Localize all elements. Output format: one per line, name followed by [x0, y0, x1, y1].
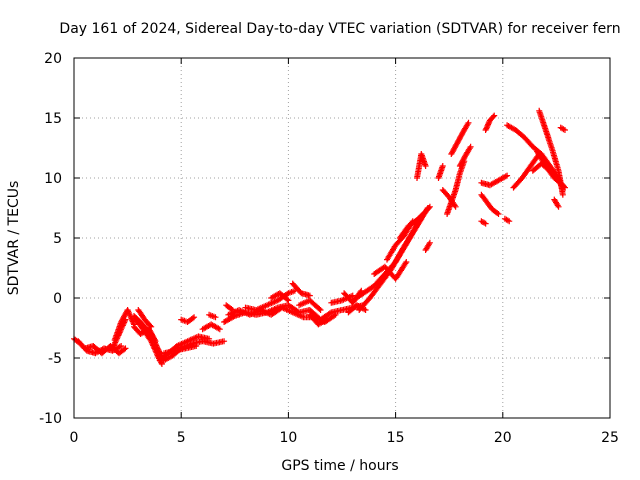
data-point-markers	[296, 297, 324, 313]
data-track	[456, 143, 474, 169]
x-tick-label: 0	[70, 430, 79, 446]
y-tick-label: 15	[44, 111, 62, 127]
data-track	[439, 187, 459, 210]
data-point-markers	[510, 151, 543, 191]
x-tick-label: 5	[177, 430, 186, 446]
y-tick-label: -5	[48, 351, 62, 367]
x-tick-label: 25	[601, 430, 619, 446]
data-point-markers	[439, 187, 459, 210]
data-point-markers	[501, 215, 513, 225]
data-track	[306, 311, 330, 328]
x-tick-label: 20	[494, 430, 512, 446]
data-track	[289, 280, 313, 299]
data-point-markers	[178, 314, 198, 325]
data-point-markers	[551, 196, 562, 210]
y-axis-label: SDTVAR / TECUs	[6, 181, 22, 296]
data-track	[384, 218, 416, 263]
data-track	[135, 307, 155, 330]
data-point-markers	[456, 143, 474, 169]
data-track	[371, 259, 410, 282]
data-point-markers	[435, 163, 446, 181]
data-track	[414, 151, 429, 181]
data-track	[482, 112, 498, 133]
data-point-markers	[478, 172, 511, 189]
data-track	[435, 163, 446, 181]
y-tick-label: 0	[53, 291, 62, 307]
data-track	[557, 124, 568, 133]
data-track	[131, 323, 159, 345]
data-point-markers	[422, 239, 433, 253]
data-track	[448, 119, 472, 157]
data-point-markers	[557, 124, 568, 133]
data-track	[268, 290, 292, 304]
data-track	[199, 321, 223, 333]
y-tick-label: 10	[44, 171, 62, 187]
data-point-markers	[306, 311, 330, 328]
y-tick-label: -10	[39, 411, 62, 427]
data-point-markers	[135, 307, 155, 330]
data-point-markers	[75, 338, 129, 357]
data-track	[551, 196, 562, 210]
data-track	[75, 338, 129, 357]
data-point-markers	[384, 218, 416, 263]
data-point-markers	[289, 280, 313, 299]
data-track	[529, 160, 568, 191]
data-point-markers	[478, 218, 489, 227]
x-tick-label: 15	[387, 430, 405, 446]
grid-lines	[74, 58, 610, 418]
data-point-markers	[478, 191, 502, 217]
data-track	[422, 239, 433, 253]
data-track	[296, 297, 324, 313]
data-track	[510, 151, 543, 191]
x-tick-label: 10	[279, 430, 297, 446]
data-points	[71, 107, 568, 367]
data-track	[501, 215, 513, 225]
data-point-markers	[161, 343, 200, 357]
data-point-markers	[268, 290, 292, 304]
data-point-markers	[223, 302, 236, 313]
data-point-markers	[482, 112, 498, 133]
data-point-markers	[109, 316, 129, 352]
data-track	[206, 311, 219, 321]
data-track	[478, 172, 511, 189]
data-point-markers	[199, 321, 223, 333]
data-point-markers	[529, 160, 568, 191]
data-point-markers	[371, 259, 410, 282]
data-track	[178, 314, 198, 325]
data-track	[161, 343, 200, 357]
data-point-markers	[131, 323, 159, 345]
x-axis-label: GPS time / hours	[281, 458, 398, 474]
y-tick-label: 5	[53, 231, 62, 247]
axis-ticks: 0 5 10 15 20 25 -10 -5 0 5 10 15 20	[39, 51, 619, 446]
data-point-markers	[356, 211, 427, 313]
data-track	[109, 316, 129, 352]
chart-title: Day 161 of 2024, Sidereal Day-to-day VTE…	[59, 21, 620, 37]
data-track	[223, 302, 236, 313]
data-point-markers	[414, 151, 429, 181]
data-point-markers	[448, 119, 472, 157]
y-tick-label: 20	[44, 51, 62, 67]
data-track	[478, 218, 489, 227]
data-track	[478, 191, 502, 217]
data-track	[356, 211, 427, 313]
data-point-markers	[206, 311, 219, 321]
